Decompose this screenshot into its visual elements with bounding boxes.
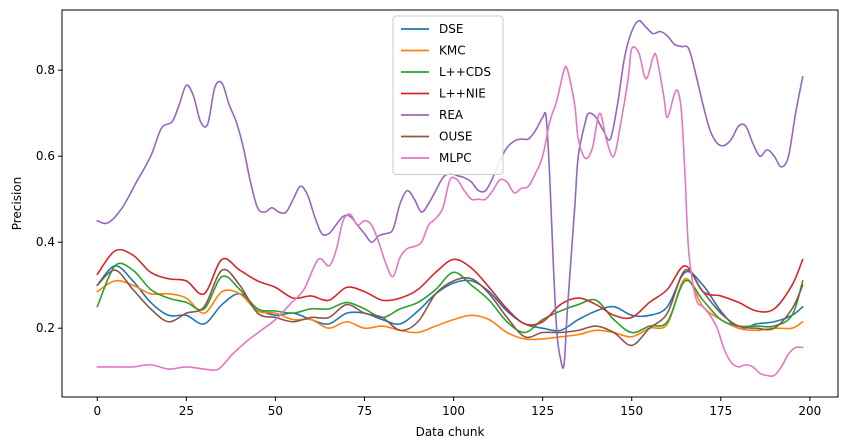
y-tick-label: 0.6 xyxy=(36,149,55,163)
x-axis-label: Data chunk xyxy=(416,425,485,439)
x-tick-label: 75 xyxy=(357,404,372,418)
legend-label-dse: DSE xyxy=(439,22,463,36)
series-line-mlpc xyxy=(96,46,804,378)
x-tick-label: 200 xyxy=(798,404,821,418)
y-axis-label: Precision xyxy=(10,177,24,231)
x-tick-label: 125 xyxy=(531,404,554,418)
legend: DSE KMC L++CDS L++NIE REA OUSE MLPC xyxy=(392,15,504,175)
legend-label-rea: REA xyxy=(439,108,464,122)
x-tick-label: 100 xyxy=(442,404,465,418)
y-tick-label: 0.8 xyxy=(36,63,55,77)
legend-label-ouse: OUSE xyxy=(439,130,472,144)
x-tick-label: 0 xyxy=(93,404,101,418)
y-axis-ticks: 0.2 0.4 0.6 0.8 xyxy=(36,63,62,335)
legend-frame xyxy=(392,15,504,175)
legend-label-mlpc: MLPC xyxy=(439,151,472,165)
series-line-lppcds xyxy=(96,262,804,334)
legend-label-kmc: KMC xyxy=(439,44,466,58)
legend-label-lppcds: L++CDS xyxy=(439,65,491,79)
x-tick-label: 175 xyxy=(709,404,732,418)
series-line-rea xyxy=(96,19,804,369)
x-tick-label: 50 xyxy=(268,404,283,418)
y-tick-label: 0.2 xyxy=(36,321,55,335)
x-tick-label: 25 xyxy=(179,404,194,418)
plot-frame xyxy=(61,9,839,398)
series-line-ouse xyxy=(96,268,804,347)
y-tick-label: 0.4 xyxy=(36,235,55,249)
legend-label-lppnie: L++NIE xyxy=(439,87,486,101)
x-tick-label: 150 xyxy=(620,404,643,418)
x-axis-ticks: 0 25 50 75 100 125 150 175 200 xyxy=(93,397,821,418)
series-lines xyxy=(96,19,804,378)
